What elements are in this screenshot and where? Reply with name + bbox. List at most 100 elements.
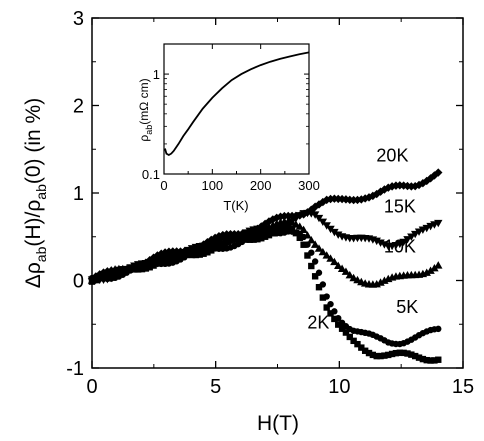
data-point-square: [227, 237, 234, 244]
data-point-square: [304, 252, 311, 259]
data-point-triangle-up: [430, 263, 439, 272]
data-point-square: [200, 250, 207, 257]
data-point-circle: [435, 325, 442, 333]
inset-y-tick-label: 0.1: [142, 167, 160, 182]
data-point-square: [327, 310, 334, 317]
inset-plot-frame: [163, 43, 310, 175]
data-point-square: [435, 356, 442, 363]
data-point-triangle-up: [341, 267, 351, 275]
data-point-square: [250, 236, 257, 243]
data-point-square: [346, 333, 353, 341]
data-point-square: [111, 267, 119, 275]
data-point-square: [277, 226, 284, 233]
data-point-square: [377, 352, 384, 360]
data-point-diamond: [434, 168, 443, 177]
inset-resistivity-curve: [164, 51, 310, 157]
main-x-tick-label: 10: [328, 376, 350, 398]
inset-x-tick-label: 100: [201, 178, 223, 193]
data-point-square: [115, 266, 123, 274]
data-point-square: [427, 357, 434, 364]
data-point-triangle-up: [295, 222, 304, 230]
data-point-square: [204, 249, 211, 256]
data-point-square: [138, 265, 146, 273]
series-label-5K: 5K: [396, 297, 418, 317]
data-point-square: [238, 236, 246, 243]
main-y-tick-label: 2: [73, 96, 84, 118]
inset-x-tick-label: 300: [298, 178, 320, 193]
main-x-axis-label: H(T): [257, 412, 299, 435]
data-point-triangle-up: [307, 236, 316, 244]
data-point-triangle-up: [330, 257, 339, 266]
inset-x-axis-label: T(K): [223, 198, 248, 213]
data-point-square: [100, 272, 107, 280]
data-point-triangle-up: [434, 261, 443, 269]
data-point-square: [354, 340, 361, 348]
inset-axis-ticks: [163, 43, 310, 175]
data-point-square: [165, 253, 173, 261]
data-point-square: [408, 351, 415, 358]
data-point-square: [161, 255, 169, 263]
data-point-triangle-down: [399, 238, 408, 247]
data-point-square: [404, 350, 411, 357]
data-point-square: [392, 349, 400, 357]
data-point-square: [235, 236, 242, 243]
inset-x-tick-labels: 0 100 200 300: [160, 178, 319, 193]
main-x-tick-labels: 0 5 10 15: [86, 376, 474, 398]
data-point-square: [400, 349, 407, 357]
main-y-axis-label: Δρab(H)/ρab(0) (in %): [22, 98, 49, 288]
data-point-square: [415, 354, 423, 361]
main-y-tick-label: -1: [66, 358, 84, 380]
data-point-square: [335, 321, 342, 328]
series-label-2K: 2K: [307, 313, 329, 333]
data-point-square: [150, 262, 157, 269]
main-series-labels: 20K 15K 10K 5K 2K: [307, 146, 418, 333]
data-point-square: [246, 236, 253, 243]
data-point-square: [208, 247, 215, 254]
main-y-tick-labels: -1 0 1 2 3: [66, 8, 84, 380]
data-point-diamond: [387, 182, 397, 191]
data-point-square: [323, 304, 330, 311]
data-point-triangle-up: [334, 261, 343, 269]
main-y-axis-label-sub1: ab: [33, 246, 49, 262]
data-point-square: [431, 357, 438, 364]
data-point-square: [123, 265, 130, 273]
data-point-triangle-up: [264, 223, 274, 231]
data-point-square: [92, 276, 100, 284]
data-point-triangle-up: [314, 244, 324, 252]
series-label-20K: 20K: [376, 146, 408, 166]
data-point-triangle-up: [422, 268, 431, 276]
series-label-15K: 15K: [384, 196, 416, 216]
data-point-square: [177, 251, 184, 258]
main-x-tick-label: 15: [452, 376, 474, 398]
data-point-square: [292, 229, 300, 237]
data-point-square: [215, 242, 223, 250]
data-point-square: [388, 350, 396, 358]
data-point-square: [192, 251, 200, 259]
data-point-square: [211, 244, 219, 252]
data-point-square: [254, 236, 261, 243]
inset-chart: 0 100 200 300 0.11 T(K) ρab(mΩ cm): [137, 43, 320, 213]
data-point-square: [396, 349, 403, 356]
data-point-square: [158, 258, 165, 265]
main-y-tick-label: 3: [73, 8, 84, 30]
data-point-square: [419, 355, 427, 363]
main-x-tick-label: 0: [86, 376, 97, 398]
data-point-square: [265, 231, 273, 239]
data-point-square: [188, 251, 196, 259]
data-point-triangle-up: [345, 270, 354, 279]
data-point-square: [288, 225, 296, 233]
data-point-square: [146, 264, 153, 271]
data-point-square: [96, 275, 103, 282]
data-point-triangle-up: [426, 266, 435, 274]
series-label-10K: 10K: [384, 237, 416, 257]
data-point-square: [319, 294, 327, 301]
data-point-triangle-up: [310, 240, 320, 248]
data-point-square: [385, 351, 392, 359]
data-point-triangle-up: [322, 251, 331, 259]
data-point-diamond: [360, 194, 370, 203]
data-point-square: [365, 349, 373, 357]
data-point-triangle-down: [403, 236, 412, 244]
data-point-triangle-down: [434, 219, 443, 228]
